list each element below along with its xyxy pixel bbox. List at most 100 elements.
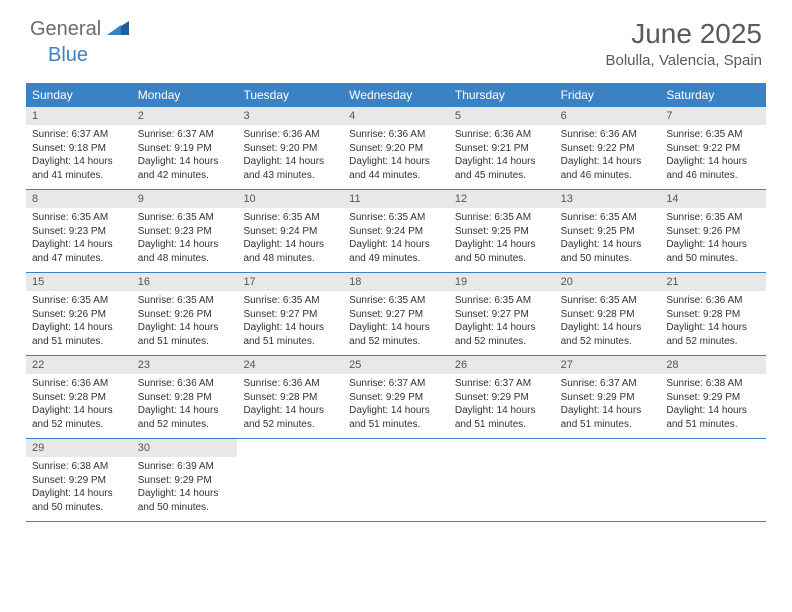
day-number: 28 [660,356,766,374]
day-cell: 4Sunrise: 6:36 AMSunset: 9:20 PMDaylight… [343,107,449,189]
day-cell: 25Sunrise: 6:37 AMSunset: 9:29 PMDayligh… [343,356,449,438]
daylight-text: and 52 minutes. [138,418,232,432]
day-cell: 27Sunrise: 6:37 AMSunset: 9:29 PMDayligh… [555,356,661,438]
day-cell: 17Sunrise: 6:35 AMSunset: 9:27 PMDayligh… [237,273,343,355]
daylight-text: and 48 minutes. [138,252,232,266]
daylight-text: Daylight: 14 hours [138,404,232,418]
day-details: Sunrise: 6:35 AMSunset: 9:27 PMDaylight:… [237,291,343,354]
day-details: Sunrise: 6:36 AMSunset: 9:28 PMDaylight:… [26,374,132,437]
daylight-text: and 42 minutes. [138,169,232,183]
sunset-text: Sunset: 9:18 PM [32,142,126,156]
day-number: 25 [343,356,449,374]
day-details: Sunrise: 6:35 AMSunset: 9:26 PMDaylight:… [26,291,132,354]
daylight-text: and 52 minutes. [349,335,443,349]
day-cell: 3Sunrise: 6:36 AMSunset: 9:20 PMDaylight… [237,107,343,189]
sunset-text: Sunset: 9:27 PM [243,308,337,322]
daylight-text: Daylight: 14 hours [243,155,337,169]
sunset-text: Sunset: 9:29 PM [349,391,443,405]
day-details: Sunrise: 6:35 AMSunset: 9:24 PMDaylight:… [237,208,343,271]
daylight-text: Daylight: 14 hours [349,155,443,169]
day-cell: 9Sunrise: 6:35 AMSunset: 9:23 PMDaylight… [132,190,238,272]
day-cell: 28Sunrise: 6:38 AMSunset: 9:29 PMDayligh… [660,356,766,438]
logo-word2: Blue [48,44,88,66]
daylight-text: Daylight: 14 hours [561,321,655,335]
location-text: Bolulla, Valencia, Spain [606,52,763,69]
daylight-text: and 50 minutes. [138,501,232,515]
sunset-text: Sunset: 9:23 PM [32,225,126,239]
sunrise-text: Sunrise: 6:38 AM [666,377,760,391]
day-cell: 18Sunrise: 6:35 AMSunset: 9:27 PMDayligh… [343,273,449,355]
daylight-text: and 50 minutes. [561,252,655,266]
daylight-text: Daylight: 14 hours [243,404,337,418]
week-row: 29Sunrise: 6:38 AMSunset: 9:29 PMDayligh… [26,439,766,522]
day-details: Sunrise: 6:35 AMSunset: 9:24 PMDaylight:… [343,208,449,271]
day-number: 8 [26,190,132,208]
weekday-heading: Saturday [660,83,766,107]
day-cell: 10Sunrise: 6:35 AMSunset: 9:24 PMDayligh… [237,190,343,272]
day-number: 7 [660,107,766,125]
daylight-text: Daylight: 14 hours [138,487,232,501]
daylight-text: and 51 minutes. [32,335,126,349]
daylight-text: Daylight: 14 hours [455,404,549,418]
daylight-text: and 51 minutes. [349,418,443,432]
sunset-text: Sunset: 9:24 PM [243,225,337,239]
sunrise-text: Sunrise: 6:35 AM [666,128,760,142]
sunset-text: Sunset: 9:27 PM [349,308,443,322]
sunrise-text: Sunrise: 6:35 AM [349,294,443,308]
day-number: 10 [237,190,343,208]
daylight-text: and 43 minutes. [243,169,337,183]
sunrise-text: Sunrise: 6:35 AM [32,211,126,225]
sunset-text: Sunset: 9:28 PM [666,308,760,322]
daylight-text: Daylight: 14 hours [561,155,655,169]
logo-word1: General [30,18,101,41]
day-number: 9 [132,190,238,208]
daylight-text: and 52 minutes. [561,335,655,349]
day-details: Sunrise: 6:37 AMSunset: 9:29 PMDaylight:… [343,374,449,437]
sunset-text: Sunset: 9:28 PM [32,391,126,405]
week-row: 8Sunrise: 6:35 AMSunset: 9:23 PMDaylight… [26,190,766,273]
day-details: Sunrise: 6:35 AMSunset: 9:23 PMDaylight:… [26,208,132,271]
sunset-text: Sunset: 9:19 PM [138,142,232,156]
day-cell: 22Sunrise: 6:36 AMSunset: 9:28 PMDayligh… [26,356,132,438]
daylight-text: Daylight: 14 hours [666,321,760,335]
sunrise-text: Sunrise: 6:36 AM [561,128,655,142]
day-cell: 11Sunrise: 6:35 AMSunset: 9:24 PMDayligh… [343,190,449,272]
day-cell: 26Sunrise: 6:37 AMSunset: 9:29 PMDayligh… [449,356,555,438]
day-cell: 23Sunrise: 6:36 AMSunset: 9:28 PMDayligh… [132,356,238,438]
daylight-text: Daylight: 14 hours [666,238,760,252]
daylight-text: and 44 minutes. [349,169,443,183]
sunset-text: Sunset: 9:20 PM [349,142,443,156]
daylight-text: Daylight: 14 hours [243,321,337,335]
sunrise-text: Sunrise: 6:35 AM [32,294,126,308]
sunrise-text: Sunrise: 6:37 AM [455,377,549,391]
logo-word2-wrap: Blue [48,44,88,67]
daylight-text: Daylight: 14 hours [138,321,232,335]
sunset-text: Sunset: 9:27 PM [455,308,549,322]
day-details: Sunrise: 6:36 AMSunset: 9:20 PMDaylight:… [343,125,449,188]
sunrise-text: Sunrise: 6:36 AM [32,377,126,391]
day-number: 12 [449,190,555,208]
day-number: 22 [26,356,132,374]
daylight-text: Daylight: 14 hours [32,155,126,169]
daylight-text: Daylight: 14 hours [666,404,760,418]
weekday-heading: Monday [132,83,238,107]
day-details: Sunrise: 6:35 AMSunset: 9:27 PMDaylight:… [343,291,449,354]
day-number: 19 [449,273,555,291]
weekday-header-row: Sunday Monday Tuesday Wednesday Thursday… [26,83,766,107]
week-row: 22Sunrise: 6:36 AMSunset: 9:28 PMDayligh… [26,356,766,439]
brand-logo: General [30,18,133,41]
daylight-text: and 46 minutes. [666,169,760,183]
day-cell [343,439,449,521]
daylight-text: Daylight: 14 hours [243,238,337,252]
day-number: 13 [555,190,661,208]
daylight-text: and 41 minutes. [32,169,126,183]
day-cell: 30Sunrise: 6:39 AMSunset: 9:29 PMDayligh… [132,439,238,521]
sunset-text: Sunset: 9:22 PM [666,142,760,156]
sunrise-text: Sunrise: 6:35 AM [666,211,760,225]
daylight-text: Daylight: 14 hours [32,238,126,252]
sunrise-text: Sunrise: 6:36 AM [349,128,443,142]
daylight-text: and 52 minutes. [243,418,337,432]
weekday-heading: Sunday [26,83,132,107]
day-number: 6 [555,107,661,125]
day-number: 17 [237,273,343,291]
